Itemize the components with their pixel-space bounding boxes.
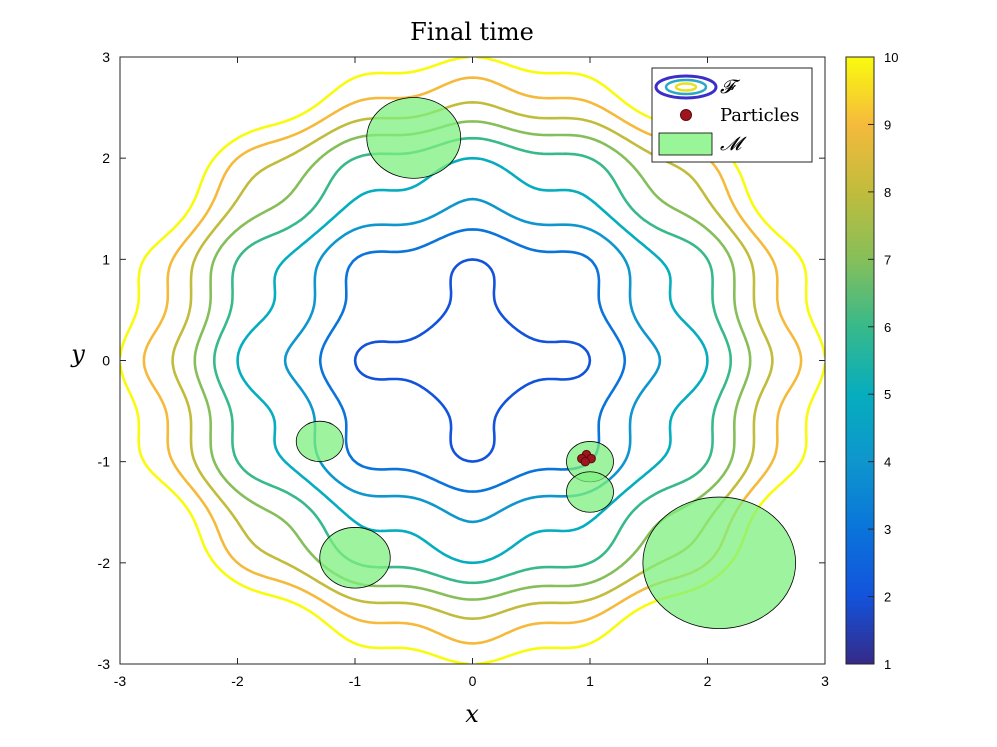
x-axis-label: x <box>465 700 479 728</box>
chart-title: Final time <box>410 18 534 46</box>
x-tick-label: -1 <box>349 673 362 689</box>
x-tick-label: 1 <box>586 673 594 689</box>
contour-lines <box>120 57 825 664</box>
region-layer <box>295 97 797 629</box>
colorbar-tick-label: 1 <box>884 657 891 672</box>
legend-label-m: 𝓜 <box>720 133 747 155</box>
colorbar-tick-label: 5 <box>884 387 891 402</box>
region-5 <box>642 496 797 629</box>
y-tick-label: -2 <box>98 555 111 571</box>
colorbar-tick-label: 4 <box>884 455 891 470</box>
legend-label-particles: Particles <box>720 105 799 126</box>
region-1 <box>295 420 344 463</box>
y-tick-label: 1 <box>102 251 110 267</box>
x-tick-label: 0 <box>469 673 477 689</box>
region-2 <box>319 527 391 589</box>
legend-particle-marker <box>680 109 692 121</box>
region-4 <box>566 471 614 513</box>
colorbar-tick-label: 7 <box>884 252 891 267</box>
colorbar-tick-label: 6 <box>884 320 891 335</box>
y-tick-label: 3 <box>102 49 110 65</box>
y-tick-label: 2 <box>102 150 110 166</box>
y-tick-label: 0 <box>102 353 110 369</box>
colorbar-ticks: 10 9 8 7 6 5 4 3 2 1 <box>868 50 898 672</box>
x-tick-label: -2 <box>231 673 244 689</box>
colorbar-tick-label: 9 <box>884 117 891 132</box>
colorbar-tick-label: 10 <box>884 50 898 65</box>
y-tick-label: -3 <box>98 656 111 672</box>
x-tick-label: -3 <box>114 673 127 689</box>
y-axis-label: y <box>70 340 85 368</box>
colorbar-tick-label: 3 <box>884 522 891 537</box>
colorbar-tick-label: 8 <box>884 185 891 200</box>
colorbar <box>845 56 875 665</box>
y-axis: 3 2 1 0 -1 -2 -3 <box>98 49 825 672</box>
contour-level-5 <box>236 156 709 565</box>
legend[interactable]: 𝓕 Particles 𝓜 <box>651 67 813 163</box>
region-0 <box>366 97 462 179</box>
x-tick-label: 2 <box>704 673 712 689</box>
particle-3 <box>580 456 590 467</box>
contour-level-2 <box>353 258 592 463</box>
legend-contour-swatch <box>654 74 718 100</box>
particle-layer <box>577 449 596 467</box>
x-axis: -3 -2 -1 0 1 2 3 <box>114 57 829 689</box>
y-tick-label: -1 <box>98 454 111 470</box>
colorbar-tick-label: 2 <box>884 590 891 605</box>
x-tick-label: 3 <box>821 673 829 689</box>
legend-region-swatch <box>658 132 713 156</box>
